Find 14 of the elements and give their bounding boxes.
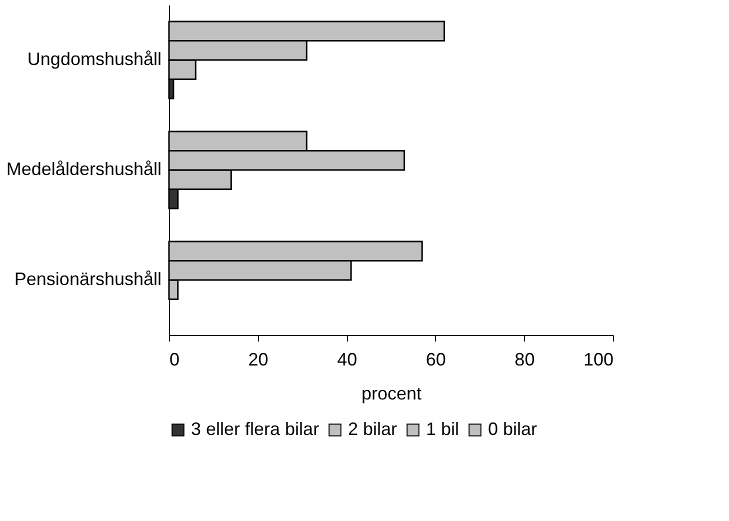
x-tick-label: 40 — [337, 350, 358, 370]
y-tick-label: Medelåldershushåll — [6, 159, 162, 179]
legend-label: 0 bilar — [488, 419, 538, 439]
y-tick-label: Ungdomshushåll — [27, 49, 162, 69]
x-tick-label: 0 — [170, 350, 180, 370]
x-tick-label: 60 — [426, 350, 446, 370]
x-tick-label: 80 — [514, 350, 535, 370]
x-tick-label: 20 — [248, 350, 268, 370]
legend-label: 3 eller flera bilar — [191, 419, 320, 439]
x-tick-label: 100 — [583, 350, 614, 370]
x-axis-title: procent — [361, 384, 422, 404]
legend-label: 2 bilar — [348, 419, 398, 439]
y-tick-label: Pensionärshushåll — [14, 269, 162, 289]
legend-label: 1 bil — [426, 419, 460, 439]
